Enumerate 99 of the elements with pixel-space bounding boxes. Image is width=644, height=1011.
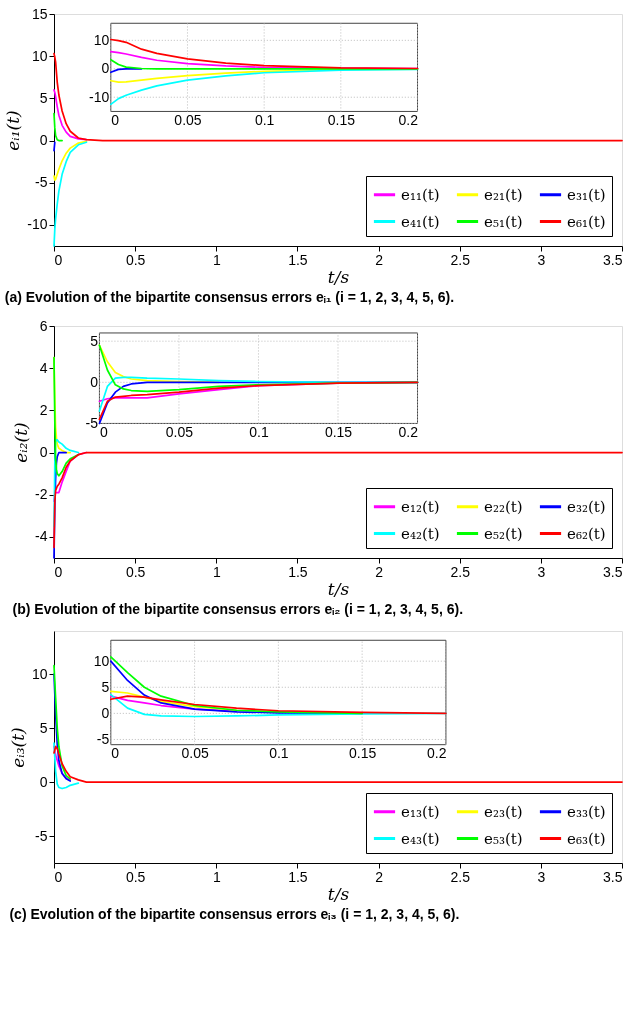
x-tick-label: 0 [54, 563, 63, 580]
y-tick-label: 0 [101, 704, 110, 721]
x-tick-label: 1.5 [288, 251, 308, 268]
y-tick-label: 10 [93, 652, 110, 669]
legend-label: e₂₂(t) [484, 497, 523, 516]
x-tick-label: 0.2 [398, 111, 419, 128]
line-series [53, 141, 88, 247]
line-series [109, 38, 419, 70]
y-tick-label: 10 [31, 665, 48, 682]
y-tick-label: 0 [39, 132, 48, 149]
legend-label: e₆₃(t) [567, 829, 606, 848]
legend-label: e₄₁(t) [401, 212, 440, 231]
x-tick-label: 3.5 [603, 563, 623, 580]
x-tick-label: 0.05 [181, 745, 209, 762]
y-tick-label: 0 [39, 773, 48, 790]
y-axis-title: eᵢ₂(t) [11, 422, 32, 463]
x-tick-label: 0.15 [324, 423, 353, 440]
y-axis-title: eᵢ₃(t) [7, 727, 28, 768]
y-tick-label: 5 [39, 719, 48, 736]
y-tick-label: 10 [93, 31, 110, 48]
line-series [53, 742, 80, 790]
legend-label: e₃₂(t) [567, 497, 606, 516]
x-tick-label: 0.1 [269, 745, 289, 762]
y-tick-label: 4 [39, 359, 48, 376]
legend-label: e₆₁(t) [567, 212, 606, 231]
x-tick-label: 0.2 [398, 423, 419, 440]
y-tick-label: -10 [89, 88, 110, 105]
x-tick-label: 0.15 [349, 745, 377, 762]
y-tick-label: -5 [35, 174, 48, 191]
y-tick-label: -10 [27, 216, 48, 233]
x-tick-label: 1 [212, 868, 221, 885]
text: (b) Evolution of the bipartite consensus errors eᵢ₂ (i = 1, 2, 3, 4, 5, 6). [12, 601, 464, 617]
x-tick-label: 0.2 [426, 745, 447, 762]
y-tick-label: 0 [101, 60, 110, 77]
x-tick-label: 2 [375, 868, 384, 885]
x-tick-label: 2 [375, 251, 384, 268]
y-tick-label: 0 [90, 373, 99, 390]
legend-label: e₅₂(t) [484, 524, 523, 543]
x-tick-label: 0.5 [125, 251, 146, 268]
line-series [53, 52, 623, 142]
y-tick-label: -5 [96, 730, 110, 747]
x-tick-label: 3.5 [603, 251, 623, 268]
y-tick-label: 2 [39, 401, 48, 418]
legend-label: e₄₃(t) [401, 829, 440, 848]
legend-label: e₁₁(t) [401, 185, 440, 204]
y-tick-label: 5 [90, 332, 99, 349]
x-tick-label: 3.5 [603, 868, 623, 885]
x-tick-label: 0.15 [327, 111, 356, 128]
legend-label: e₂₁(t) [484, 185, 523, 204]
text: (a) Evolution of the bipartite consensus errors eᵢ₁ (i = 1, 2, 3, 4, 5, 6). [4, 289, 455, 305]
x-tick-label: 0 [54, 251, 63, 268]
line-series [53, 745, 623, 783]
x-tick-label: 1.5 [288, 868, 308, 885]
legend-label: e₅₃(t) [484, 829, 523, 848]
y-tick-label: -5 [85, 414, 99, 431]
legend-label: e₆₂(t) [567, 524, 606, 543]
legend-label: e₁₃(t) [401, 802, 440, 821]
y-tick-label: 5 [39, 89, 48, 106]
line-series [109, 58, 419, 70]
x-tick-label: 3 [537, 251, 546, 268]
x-axis-title: t/s [327, 578, 350, 599]
x-axis-title: t/s [327, 883, 350, 904]
line-series [53, 439, 80, 528]
y-tick-label: -5 [35, 827, 48, 844]
y-axis-title: eᵢ₁(t) [3, 110, 24, 151]
x-tick-label: 1 [212, 251, 221, 268]
y-tick-label: 5 [101, 678, 110, 695]
text: (c) Evolution of the bipartite consensus errors eᵢ₃ (i = 1, 2, 3, 4, 5, 6). [9, 906, 460, 922]
x-axis-title: t/s [327, 266, 350, 287]
x-tick-label: 0.5 [125, 868, 146, 885]
x-tick-label: 0.5 [125, 563, 146, 580]
y-tick-label: 10 [31, 47, 48, 64]
legend-label: e₅₁(t) [484, 212, 523, 231]
legend-label: e₃₁(t) [567, 185, 606, 204]
x-tick-label: 1.5 [288, 563, 308, 580]
x-tick-label: 3 [537, 868, 546, 885]
y-tick-label: 6 [39, 317, 48, 334]
x-tick-label: 2 [375, 563, 384, 580]
line-series [53, 140, 88, 182]
y-tick-label: 15 [31, 5, 48, 22]
x-tick-label: 0.05 [165, 423, 194, 440]
line-series [53, 451, 623, 549]
y-tick-label: -4 [35, 528, 48, 545]
x-tick-label: 0 [54, 868, 63, 885]
x-tick-label: 3 [537, 563, 546, 580]
x-tick-label: 2.5 [450, 868, 471, 885]
legend-label: e₂₃(t) [484, 802, 523, 821]
x-tick-label: 0.05 [174, 111, 202, 128]
y-tick-label: 0 [39, 444, 48, 461]
line-series [53, 112, 63, 142]
x-tick-label: 2.5 [450, 563, 471, 580]
x-tick-label: 2.5 [450, 251, 471, 268]
legend-label: e₄₂(t) [401, 524, 440, 543]
legend-label: e₃₃(t) [567, 802, 606, 821]
legend-label: e₁₂(t) [401, 497, 440, 516]
x-tick-label: 0.1 [249, 423, 269, 440]
y-tick-label: -2 [35, 486, 48, 503]
x-tick-label: 0.1 [254, 111, 275, 128]
x-tick-label: 1 [212, 563, 221, 580]
